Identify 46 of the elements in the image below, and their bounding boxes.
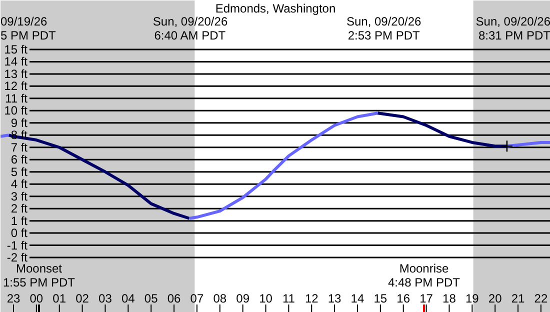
x-tick-label: 02: [76, 292, 90, 306]
x-tick-label: 13: [328, 292, 342, 306]
y-tick-label: 15 ft: [4, 42, 28, 56]
x-tick-label: 17: [420, 292, 434, 306]
y-tick-label: 5 ft: [10, 164, 28, 179]
x-tick-label: 04: [121, 292, 136, 306]
annotation: Sun, 09/20/26 6:40 AM PDT: [152, 14, 228, 42]
annotation: Sun, 09/20/26 2:53 PM PDT: [346, 14, 422, 42]
y-tick-label: 7 ft: [10, 140, 28, 154]
annotation: Sun, 09/20/26 8:31 PM PDT: [476, 14, 550, 42]
y-tick-label: 11 ft: [5, 91, 28, 106]
x-tick-label: 14: [350, 292, 364, 306]
y-tick-label: 6 ft: [10, 152, 28, 167]
y-tick-label: 14 ft: [4, 54, 28, 69]
x-tick-label: 22: [534, 292, 548, 306]
x-tick-label: 18: [442, 292, 456, 306]
x-tick-label: 05: [144, 292, 158, 306]
x-tick-label: 11: [282, 292, 296, 306]
x-tick-label: 07: [190, 292, 204, 306]
x-tick-label: 00: [30, 292, 44, 306]
y-tick-label: 1 ft: [10, 214, 28, 228]
chart-title: Edmonds, Washington: [215, 2, 336, 16]
x-tick-label: 12: [304, 292, 319, 306]
x-tick-label: 23: [6, 292, 20, 306]
y-tick-label: 10 ft: [4, 104, 28, 118]
annotation: Moonrise 4:48 PM PDT: [388, 262, 461, 290]
x-tick-label: 03: [98, 292, 112, 306]
y-tick-label: 4 ft: [10, 177, 28, 192]
x-tick-label: 01: [52, 292, 66, 306]
x-tick-label: 10: [259, 292, 273, 306]
x-tick-label: 16: [396, 292, 410, 306]
y-tick-label: 9 ft: [10, 116, 28, 130]
x-tick-label: 08: [213, 292, 227, 306]
y-tick-label: 13 ft: [4, 66, 28, 81]
y-tick-label: 12 ft: [4, 79, 28, 94]
annotation: 09/19/26 5 PM PDT: [0, 14, 57, 42]
x-tick-label: 09: [236, 292, 250, 306]
y-tick-label: 0 ft: [10, 226, 28, 240]
x-tick-label: 06: [167, 292, 182, 306]
x-tick-label: 19: [465, 292, 480, 306]
x-tick-label: 21: [511, 292, 526, 306]
y-tick-label: 2 ft: [10, 202, 28, 216]
x-tick-label: 20: [488, 292, 502, 306]
x-tick-label: 15: [374, 292, 388, 306]
y-tick-label: 3 ft: [10, 189, 28, 204]
y-tick-label: -1 ft: [6, 238, 28, 252]
